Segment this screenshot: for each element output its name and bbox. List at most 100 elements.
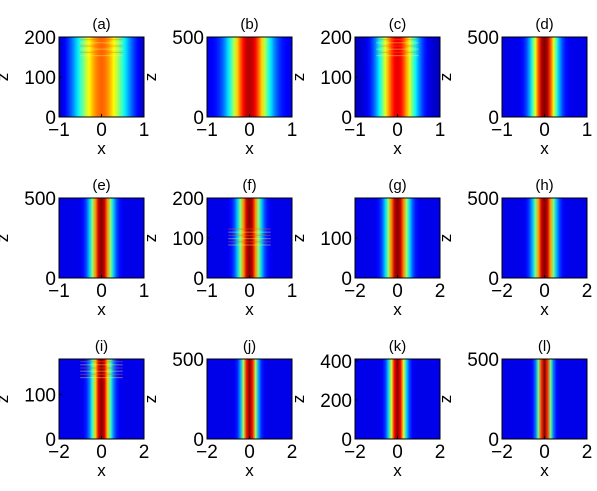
panel-title: (g) [388, 177, 406, 194]
perturbation-stripe [80, 367, 123, 369]
x-tick-label: 1 [287, 281, 298, 302]
x-axis-label: x [540, 300, 549, 319]
perturbation-stripe [80, 361, 123, 363]
y-tick-label: 0 [193, 108, 204, 129]
y-tick-label: 0 [341, 269, 352, 290]
y-tick-label: 500 [172, 350, 204, 371]
y-axis-label: z [289, 234, 308, 243]
heatmap-field [59, 198, 144, 278]
perturbation-stripe [228, 238, 271, 240]
y-axis-label: z [436, 234, 455, 243]
y-axis-label: z [141, 234, 160, 243]
perturbation-stripe [80, 48, 123, 50]
x-tick-label: −2 [344, 281, 366, 302]
y-tick-label: 0 [341, 430, 352, 451]
y-tick-label: 100 [24, 386, 56, 407]
perturbation-stripe [376, 42, 419, 44]
perturbation-stripe [376, 51, 419, 53]
panel-title: (b) [240, 16, 258, 33]
perturbation-stripe [80, 55, 123, 57]
x-tick-label: 2 [435, 442, 446, 463]
y-axis-label: z [0, 73, 12, 82]
panel-title: (h) [535, 177, 553, 194]
y-axis-label: z [141, 395, 160, 404]
y-tick-label: 0 [45, 430, 56, 451]
x-tick-label: 2 [435, 281, 446, 302]
y-tick-label: 100 [172, 229, 204, 250]
y-tick-label: 0 [45, 108, 56, 129]
x-tick-label: −1 [196, 120, 218, 141]
perturbation-stripe [228, 228, 271, 230]
x-tick-label: 0 [96, 281, 107, 302]
perturbation-stripe [80, 45, 123, 47]
x-axis-label: x [97, 139, 106, 158]
y-tick-label: 400 [320, 352, 352, 373]
y-tick-label: 0 [488, 269, 499, 290]
perturbation-stripe [376, 39, 419, 41]
y-tick-label: 0 [488, 108, 499, 129]
x-tick-label: 1 [287, 120, 298, 141]
y-tick-label: 100 [320, 68, 352, 89]
x-axis-label: x [97, 300, 106, 319]
perturbation-stripe [376, 48, 419, 50]
y-tick-label: 200 [172, 189, 204, 210]
y-tick-label: 100 [24, 68, 56, 89]
y-tick-label: 500 [24, 189, 56, 210]
x-tick-label: −2 [491, 442, 513, 463]
y-tick-label: 500 [467, 28, 499, 49]
heatmap-field [59, 37, 144, 117]
y-axis-label: z [0, 234, 12, 243]
y-tick-label: 0 [45, 269, 56, 290]
x-tick-label: −1 [48, 120, 70, 141]
y-tick-label: 0 [193, 430, 204, 451]
perturbation-stripe [80, 39, 123, 41]
panel-title: (a) [92, 16, 110, 33]
heatmap-field [207, 37, 292, 117]
panel-title: (d) [535, 16, 553, 33]
y-tick-label: 200 [320, 391, 352, 412]
y-tick-label: 500 [467, 350, 499, 371]
panel-title: (f) [242, 177, 256, 194]
y-axis-label: z [436, 73, 455, 82]
heatmap-field [207, 359, 292, 439]
panel-title: (c) [389, 16, 407, 33]
perturbation-stripe [228, 244, 271, 246]
perturbation-stripe [80, 370, 123, 372]
y-tick-label: 0 [488, 430, 499, 451]
perturbation-stripe [228, 231, 271, 233]
heatmap-field [59, 359, 144, 439]
x-axis-label: x [245, 300, 254, 319]
perturbation-stripe [80, 364, 123, 366]
x-axis-label: x [97, 461, 106, 480]
x-axis-label: x [540, 461, 549, 480]
heatmap-field [355, 198, 440, 278]
x-tick-label: 2 [582, 281, 593, 302]
x-tick-label: −1 [491, 120, 513, 141]
perturbation-stripe [376, 55, 419, 57]
y-axis-label: z [289, 395, 308, 404]
perturbation-stripe [228, 234, 271, 236]
y-tick-label: 200 [320, 28, 352, 49]
x-tick-label: −2 [48, 442, 70, 463]
heatmap-field [207, 198, 292, 278]
x-axis-label: x [245, 461, 254, 480]
heatmap-field [502, 359, 587, 439]
x-tick-label: 0 [539, 120, 550, 141]
heatmap-field [502, 37, 587, 117]
x-tick-label: 0 [244, 120, 255, 141]
perturbation-stripe [376, 45, 419, 47]
y-tick-label: 100 [320, 229, 352, 250]
x-tick-label: 1 [139, 281, 150, 302]
y-axis-label: z [289, 73, 308, 82]
panel-title: (e) [92, 177, 110, 194]
perturbation-stripe [80, 51, 123, 53]
y-tick-label: 0 [193, 269, 204, 290]
x-tick-label: −2 [196, 442, 218, 463]
